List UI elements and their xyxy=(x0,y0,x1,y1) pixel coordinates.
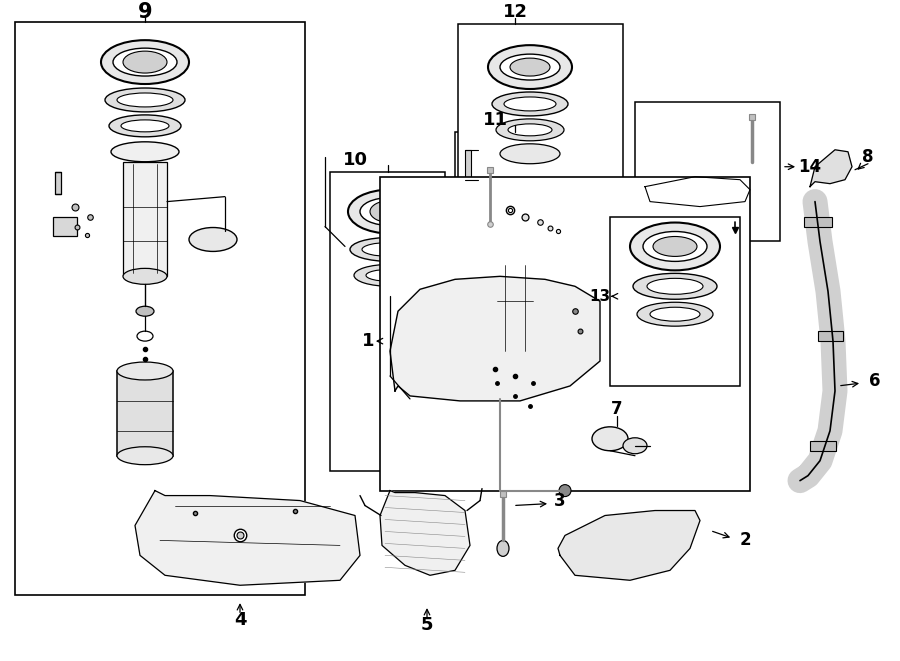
Ellipse shape xyxy=(109,115,181,137)
Ellipse shape xyxy=(362,243,418,256)
Polygon shape xyxy=(135,490,360,585)
Ellipse shape xyxy=(483,243,547,263)
Bar xyxy=(380,176,750,490)
Ellipse shape xyxy=(354,264,426,286)
Ellipse shape xyxy=(592,427,628,451)
Ellipse shape xyxy=(189,227,237,251)
Text: 13: 13 xyxy=(589,289,610,304)
Ellipse shape xyxy=(117,93,173,107)
Ellipse shape xyxy=(117,362,173,380)
Ellipse shape xyxy=(113,48,177,76)
Ellipse shape xyxy=(559,485,571,496)
Bar xyxy=(465,150,471,180)
Bar xyxy=(117,371,173,455)
Text: 7: 7 xyxy=(611,400,623,418)
Ellipse shape xyxy=(492,92,568,116)
Polygon shape xyxy=(380,490,470,575)
Text: 3: 3 xyxy=(554,492,566,510)
Ellipse shape xyxy=(508,124,552,136)
Bar xyxy=(458,24,623,263)
Ellipse shape xyxy=(643,231,707,261)
Polygon shape xyxy=(390,276,600,401)
Text: 6: 6 xyxy=(869,372,881,390)
Ellipse shape xyxy=(485,156,545,184)
Bar xyxy=(15,22,305,595)
Text: 14: 14 xyxy=(798,158,822,176)
Ellipse shape xyxy=(504,97,556,111)
Bar xyxy=(804,217,832,227)
Ellipse shape xyxy=(495,159,535,180)
Bar xyxy=(55,172,61,194)
Ellipse shape xyxy=(136,306,154,316)
Ellipse shape xyxy=(647,278,703,294)
Ellipse shape xyxy=(137,331,153,341)
Ellipse shape xyxy=(370,200,410,223)
Ellipse shape xyxy=(123,268,167,284)
Ellipse shape xyxy=(337,243,377,263)
Bar xyxy=(497,263,533,353)
Ellipse shape xyxy=(678,184,722,204)
Text: 10: 10 xyxy=(343,151,367,169)
Ellipse shape xyxy=(496,119,564,141)
Ellipse shape xyxy=(360,198,420,225)
Ellipse shape xyxy=(497,346,533,360)
Ellipse shape xyxy=(491,225,539,237)
Ellipse shape xyxy=(500,144,560,164)
Ellipse shape xyxy=(488,45,572,89)
Ellipse shape xyxy=(479,221,551,243)
Ellipse shape xyxy=(633,274,717,299)
Ellipse shape xyxy=(650,307,700,321)
Text: 2: 2 xyxy=(739,531,751,549)
Ellipse shape xyxy=(637,302,713,326)
Ellipse shape xyxy=(366,270,414,282)
Ellipse shape xyxy=(402,396,442,416)
Polygon shape xyxy=(810,150,852,186)
Ellipse shape xyxy=(348,190,432,233)
Ellipse shape xyxy=(653,237,697,256)
Text: 4: 4 xyxy=(234,611,247,629)
Polygon shape xyxy=(645,176,750,207)
Text: 5: 5 xyxy=(421,616,433,634)
Text: 11: 11 xyxy=(482,111,508,129)
Ellipse shape xyxy=(630,223,720,270)
Text: 12: 12 xyxy=(502,3,527,21)
Ellipse shape xyxy=(475,194,555,219)
Ellipse shape xyxy=(487,200,543,214)
Ellipse shape xyxy=(500,54,560,80)
Ellipse shape xyxy=(350,237,430,261)
Bar xyxy=(818,331,843,341)
Ellipse shape xyxy=(121,120,169,132)
Ellipse shape xyxy=(105,88,185,112)
Bar xyxy=(53,217,77,237)
Polygon shape xyxy=(558,510,700,580)
Ellipse shape xyxy=(623,438,647,453)
Ellipse shape xyxy=(497,541,509,557)
Ellipse shape xyxy=(117,447,173,465)
Ellipse shape xyxy=(473,148,557,192)
Text: 8: 8 xyxy=(862,148,874,166)
Bar xyxy=(810,441,836,451)
Bar xyxy=(635,102,780,241)
Ellipse shape xyxy=(510,58,550,76)
Ellipse shape xyxy=(123,51,167,73)
Bar xyxy=(123,162,167,276)
Bar xyxy=(610,217,740,386)
Text: 9: 9 xyxy=(138,2,152,22)
Bar xyxy=(499,416,531,476)
Text: 1: 1 xyxy=(362,332,374,350)
Ellipse shape xyxy=(101,40,189,84)
Bar xyxy=(330,172,445,471)
Bar xyxy=(455,132,575,486)
Ellipse shape xyxy=(111,142,179,162)
